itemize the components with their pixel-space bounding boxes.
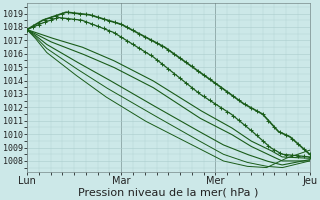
X-axis label: Pression niveau de la mer( hPa ): Pression niveau de la mer( hPa ) — [78, 187, 259, 197]
